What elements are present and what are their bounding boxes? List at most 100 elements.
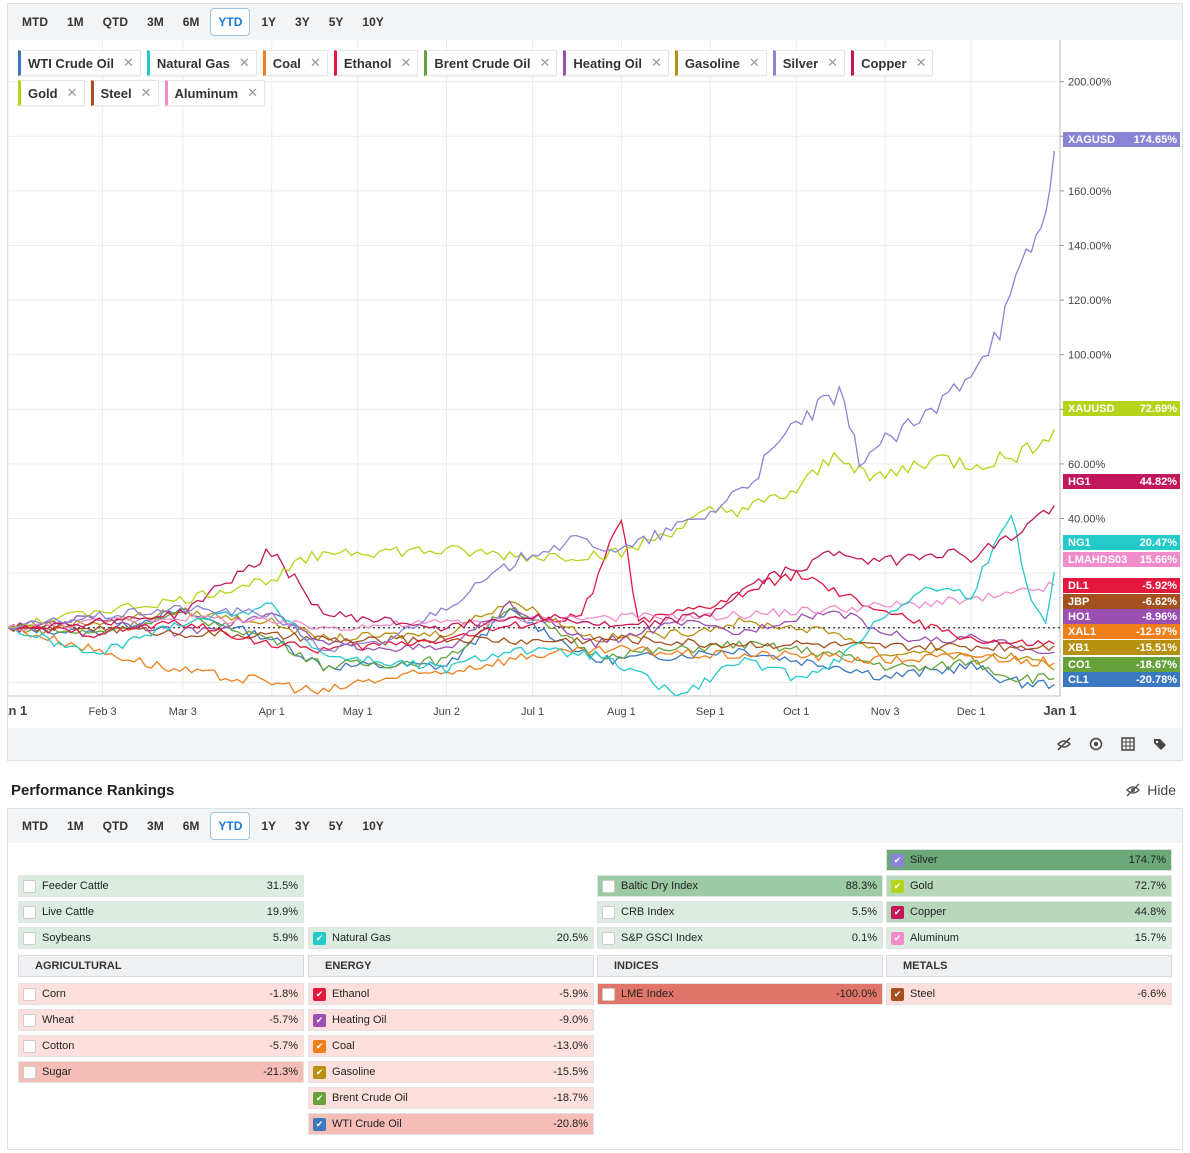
row-checkbox[interactable]: ✔ xyxy=(891,853,904,867)
period-btn-3y[interactable]: 3Y xyxy=(287,8,318,36)
series-line-natural-gas xyxy=(8,514,1055,697)
legend-chip-brent-crude-oil[interactable]: Brent Crude Oil ✕ xyxy=(424,50,558,76)
period-btn-10y[interactable]: 10Y xyxy=(354,8,391,36)
row-checkbox[interactable] xyxy=(23,931,36,945)
rank-period-btn-mtd[interactable]: MTD xyxy=(14,812,56,840)
period-btn-5y[interactable]: 5Y xyxy=(321,8,352,36)
legend-chip-coal[interactable]: Coal ✕ xyxy=(262,50,328,76)
period-btn-6m[interactable]: 6M xyxy=(175,8,208,36)
ranking-row[interactable]: ✔ Heating Oil -9.0% xyxy=(308,1009,594,1031)
legend-chip-wti-crude-oil[interactable]: WTI Crude Oil ✕ xyxy=(18,50,141,76)
rank-period-btn-3y[interactable]: 3Y xyxy=(287,812,318,840)
remove-series-icon[interactable]: ✕ xyxy=(651,55,662,70)
row-checkbox[interactable]: ✔ xyxy=(891,905,904,919)
row-checkbox[interactable]: ✔ xyxy=(313,1117,326,1131)
remove-series-icon[interactable]: ✕ xyxy=(309,55,321,70)
ranking-row[interactable]: Live Cattle 19.9% xyxy=(18,901,304,923)
row-checkbox[interactable] xyxy=(23,905,36,919)
row-checkbox[interactable]: ✔ xyxy=(891,879,904,893)
remove-series-icon[interactable]: ✕ xyxy=(140,85,152,100)
row-checkbox[interactable]: ✔ xyxy=(313,1013,326,1027)
remove-series-icon[interactable]: ✕ xyxy=(915,55,927,70)
rank-period-btn-3m[interactable]: 3M xyxy=(139,812,172,840)
ranking-row[interactable]: Sugar -21.3% xyxy=(18,1061,304,1083)
row-checkbox[interactable]: ✔ xyxy=(313,987,326,1001)
remove-series-icon[interactable]: ✕ xyxy=(66,85,78,100)
remove-series-icon[interactable]: ✕ xyxy=(539,55,551,70)
remove-series-icon[interactable]: ✕ xyxy=(247,85,258,100)
ranking-row[interactable]: ✔ Ethanol -5.9% xyxy=(308,983,594,1005)
ranking-row[interactable]: ✔ Copper 44.8% xyxy=(886,901,1172,923)
reset-zoom-icon[interactable] xyxy=(1088,736,1104,752)
rank-period-btn-qtd[interactable]: QTD xyxy=(95,812,136,840)
legend-chip-ethanol[interactable]: Ethanol ✕ xyxy=(333,50,419,76)
rank-period-btn-10y[interactable]: 10Y xyxy=(354,812,391,840)
row-checkbox[interactable] xyxy=(23,987,36,1001)
price-chart[interactable]: 40.00%60.00%80.00%100.00%120.00%140.00%1… xyxy=(8,40,1182,728)
rank-period-btn-1m[interactable]: 1M xyxy=(59,812,92,840)
rank-period-btn-5y[interactable]: 5Y xyxy=(321,812,352,840)
ranking-row[interactable]: ✔ Brent Crude Oil -18.7% xyxy=(308,1087,594,1109)
period-btn-3m[interactable]: 3M xyxy=(139,8,172,36)
row-checkbox[interactable] xyxy=(602,905,615,919)
row-checkbox[interactable]: ✔ xyxy=(891,987,904,1001)
row-checkbox[interactable]: ✔ xyxy=(313,1065,326,1079)
legend-chip-silver[interactable]: Silver ✕ xyxy=(772,50,846,76)
remove-series-icon[interactable]: ✕ xyxy=(122,55,134,70)
category-header-agricultural: AGRICULTURAL xyxy=(18,955,304,977)
remove-series-icon[interactable]: ✕ xyxy=(827,55,839,70)
remove-series-icon[interactable]: ✕ xyxy=(238,55,250,70)
hide-rankings-button[interactable]: Hide xyxy=(1125,782,1176,798)
ranking-row[interactable]: Soybeans 5.9% xyxy=(18,927,304,949)
ranking-row[interactable]: ✔ Gasoline -15.5% xyxy=(308,1061,594,1083)
ranking-row[interactable]: S&P GSCI Index 0.1% xyxy=(597,927,883,949)
row-checkbox[interactable] xyxy=(602,931,615,945)
row-checkbox[interactable] xyxy=(602,987,615,1001)
period-btn-mtd[interactable]: MTD xyxy=(14,8,56,36)
period-btn-ytd[interactable]: YTD xyxy=(210,8,251,36)
legend-chip-copper[interactable]: Copper ✕ xyxy=(851,50,934,76)
ranking-row[interactable]: Baltic Dry Index 88.3% xyxy=(597,875,883,897)
ranking-row[interactable]: ✔ WTI Crude Oil -20.8% xyxy=(308,1113,594,1135)
ranking-row[interactable]: ✔ Aluminum 15.7% xyxy=(886,927,1172,949)
ranking-row[interactable]: LME Index -100.0% xyxy=(597,983,883,1005)
tag-icon[interactable] xyxy=(1152,736,1168,752)
ranking-row[interactable]: Corn -1.8% xyxy=(18,983,304,1005)
ranking-row[interactable]: Cotton -5.7% xyxy=(18,1035,304,1057)
legend-chip-natural-gas[interactable]: Natural Gas ✕ xyxy=(146,50,257,76)
row-checkbox[interactable] xyxy=(23,1039,36,1053)
ranking-row[interactable]: ✔ Silver 174.7% xyxy=(886,849,1172,871)
legend-chip-gasoline[interactable]: Gasoline ✕ xyxy=(674,50,767,76)
row-checkbox[interactable]: ✔ xyxy=(891,931,904,945)
remove-series-icon[interactable]: ✕ xyxy=(748,55,760,70)
period-btn-qtd[interactable]: QTD xyxy=(95,8,136,36)
series-line-heating-oil xyxy=(8,600,1055,655)
ranking-row[interactable]: Wheat -5.7% xyxy=(18,1009,304,1031)
ranking-row[interactable]: ✔ Steel -6.6% xyxy=(886,983,1172,1005)
period-btn-1m[interactable]: 1M xyxy=(59,8,92,36)
row-checkbox[interactable]: ✔ xyxy=(313,931,326,945)
row-checkbox[interactable] xyxy=(602,879,615,893)
row-checkbox[interactable]: ✔ xyxy=(313,1091,326,1105)
legend-chip-aluminum[interactable]: Aluminum ✕ xyxy=(164,80,265,106)
period-btn-1y[interactable]: 1Y xyxy=(253,8,284,36)
row-checkbox[interactable]: ✔ xyxy=(313,1039,326,1053)
legend-chip-heating-oil[interactable]: Heating Oil ✕ xyxy=(563,50,669,76)
rank-period-btn-1y[interactable]: 1Y xyxy=(253,812,284,840)
ranking-row[interactable]: Feeder Cattle 31.5% xyxy=(18,875,304,897)
ranking-row[interactable]: ✔ Natural Gas 20.5% xyxy=(308,927,594,949)
rank-period-btn-ytd[interactable]: YTD xyxy=(210,812,251,840)
row-checkbox[interactable] xyxy=(23,1013,36,1027)
ranking-row[interactable]: ✔ Gold 72.7% xyxy=(886,875,1172,897)
row-checkbox[interactable] xyxy=(23,879,36,893)
end-label-box xyxy=(1063,672,1180,687)
remove-series-icon[interactable]: ✕ xyxy=(400,55,412,70)
legend-chip-steel[interactable]: Steel ✕ xyxy=(90,80,159,106)
ranking-row[interactable]: ✔ Coal -13.0% xyxy=(308,1035,594,1057)
rank-period-btn-6m[interactable]: 6M xyxy=(175,812,208,840)
ranking-row[interactable]: CRB Index 5.5% xyxy=(597,901,883,923)
row-checkbox[interactable] xyxy=(23,1065,36,1079)
grid-icon[interactable] xyxy=(1120,736,1136,752)
legend-chip-gold[interactable]: Gold ✕ xyxy=(18,80,85,106)
hide-lines-icon[interactable] xyxy=(1056,736,1072,752)
